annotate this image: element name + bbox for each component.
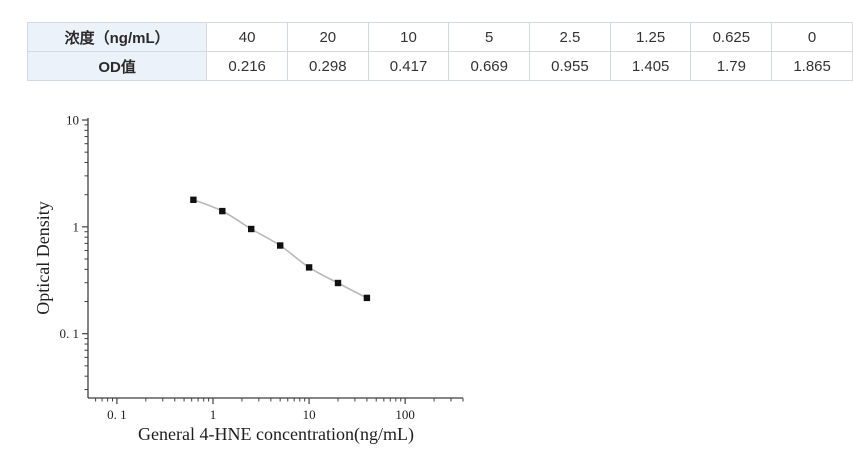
table-cell: 2.5 [529, 22, 611, 52]
data-point-marker [219, 207, 226, 215]
table-cell: 1.79 [690, 51, 773, 81]
plot-area: 0. 1 1 10 100 0. 1 1 10 [60, 113, 464, 422]
table-cell: 0.955 [529, 51, 611, 81]
row-header: OD值 [26, 51, 208, 81]
row-header: 浓度（ng/mL） [26, 22, 208, 52]
data-point-marker [334, 279, 342, 287]
data-point-marker [363, 294, 371, 302]
x-tick-label: 10 [303, 407, 316, 422]
table-cell: 0.298 [286, 51, 369, 81]
table-cell: 5 [448, 22, 531, 52]
data-point-marker [305, 264, 313, 271]
table-cell: 1.865 [771, 51, 853, 81]
table-row: OD值 0.216 0.298 0.417 0.669 0.955 1.405 1.79 1.8… [26, 51, 853, 81]
table-cell: 0.417 [367, 51, 450, 81]
y-tick-label: 1 [73, 219, 80, 234]
table-cell: 0.216 [206, 51, 288, 81]
data-point-marker [248, 225, 255, 233]
y-tick-label: 10 [66, 113, 79, 128]
y-tick-label: 0. 1 [60, 326, 80, 341]
table-cell: 1.405 [609, 51, 692, 81]
data-point-marker [190, 196, 197, 203]
x-tick-label: 100 [395, 407, 415, 422]
y-axis-title: Optical Density [33, 201, 53, 314]
table-cell: 0.669 [448, 51, 531, 81]
data-point-marker [277, 242, 284, 249]
standards-table: 浓度（ng/mL） 40 20 10 5 2.5 1.25 0.625 0 OD值 0.216 0.2… [26, 22, 853, 81]
x-tick-label: 0. 1 [107, 407, 127, 422]
x-tick-label: 1 [210, 407, 217, 422]
table-cell: 0.625 [690, 22, 773, 52]
x-axis-title: General 4-HNE concentration(ng/mL) [138, 424, 414, 445]
table-cell: 1.25 [609, 22, 692, 52]
